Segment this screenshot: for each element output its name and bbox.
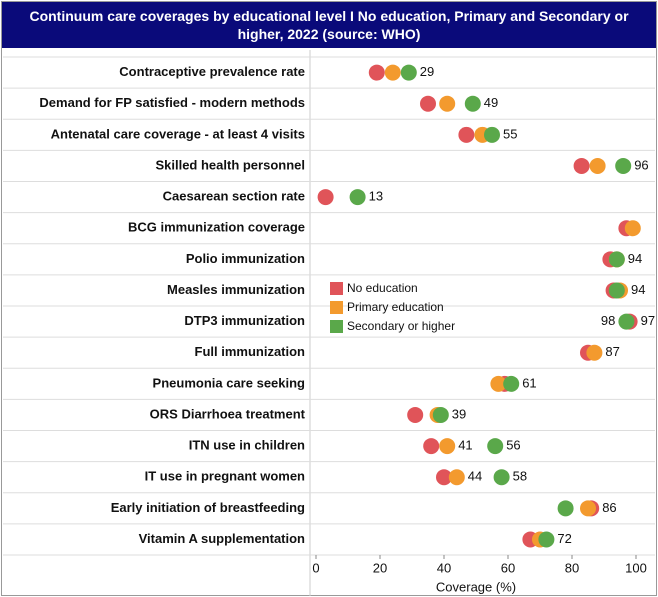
data-label: 87 [605, 344, 619, 359]
category-label: Pneumonia care seeking [153, 375, 306, 390]
legend-label: Primary education [347, 300, 444, 314]
dot [586, 344, 603, 361]
data-label: 97 [641, 313, 655, 328]
chart-title: Continuum care coverages by educational … [2, 2, 656, 48]
data-label: 49 [484, 95, 498, 110]
x-tick-label: 60 [501, 560, 515, 575]
dot [436, 469, 452, 486]
dot [368, 64, 385, 81]
dot [490, 375, 507, 392]
dot [439, 438, 456, 455]
dot [608, 251, 625, 268]
x-tick-label: 80 [565, 560, 579, 575]
category-label: Demand for FP satisfied - modern methods [39, 95, 305, 110]
category-label: Early initiation of breastfeeding [111, 500, 305, 515]
dot [503, 375, 520, 392]
data-label: 96 [634, 157, 648, 172]
x-tick-label: 20 [373, 560, 387, 575]
category-label: ITN use in children [189, 438, 305, 453]
dot [349, 189, 366, 206]
dot [557, 500, 574, 517]
category-label: Polio immunization [186, 251, 305, 266]
category-label: Vitamin A supplementation [139, 531, 305, 546]
dot [589, 157, 606, 174]
dot [573, 157, 590, 174]
dot [608, 282, 625, 299]
category-label: Contraceptive prevalence rate [119, 64, 305, 79]
x-axis-label: Coverage (%) [436, 579, 516, 594]
data-label: 58 [513, 469, 527, 484]
data-label: 72 [557, 531, 571, 546]
dot [493, 469, 510, 486]
data-label: 55 [503, 126, 517, 141]
category-label: BCG immunization coverage [128, 220, 305, 235]
category-label: Measles immunization [167, 282, 305, 297]
category-label: Caesarean section rate [163, 189, 305, 204]
data-label: 56 [506, 438, 520, 453]
category-label: Antenatal care coverage - at least 4 vis… [51, 126, 305, 141]
legend-swatch [330, 282, 343, 295]
data-label: 94 [631, 282, 645, 297]
legend-swatch [330, 320, 343, 333]
dot [439, 95, 456, 112]
dot [448, 469, 465, 486]
category-label: DTP3 immunization [184, 313, 305, 328]
data-label: 13 [369, 189, 383, 204]
dot [423, 438, 440, 455]
data-label: 94 [628, 251, 642, 266]
dot [487, 438, 504, 455]
dot [420, 95, 436, 112]
category-label: Skilled health personnel [155, 157, 305, 172]
dot [317, 189, 334, 206]
category-label: ORS Diarrhoea treatment [150, 406, 306, 421]
dot [484, 126, 500, 143]
dot [432, 406, 449, 423]
dot [624, 220, 641, 237]
x-tick-label: 0 [312, 560, 319, 575]
data-label: 61 [522, 375, 536, 390]
data-label: 44 [468, 469, 482, 484]
legend-swatch [330, 301, 343, 314]
data-label: 41 [458, 438, 472, 453]
dot [400, 64, 417, 81]
legend-label: No education [347, 281, 418, 295]
dot [580, 500, 596, 517]
dot [615, 157, 632, 174]
category-label: IT use in pregnant women [145, 469, 305, 484]
x-tick-label: 100 [625, 560, 647, 575]
dot [407, 406, 424, 423]
data-label: 39 [452, 406, 466, 421]
dot [538, 531, 555, 548]
category-label: Full immunization [195, 344, 306, 359]
legend-label: Secondary or higher [347, 319, 455, 333]
data-label: 29 [420, 64, 434, 79]
dot [464, 95, 481, 112]
x-tick-label: 40 [437, 560, 451, 575]
dot [384, 64, 401, 81]
dot [618, 313, 635, 330]
dot [458, 126, 475, 143]
data-label: 86 [602, 500, 616, 515]
data-label: 98 [601, 313, 615, 328]
